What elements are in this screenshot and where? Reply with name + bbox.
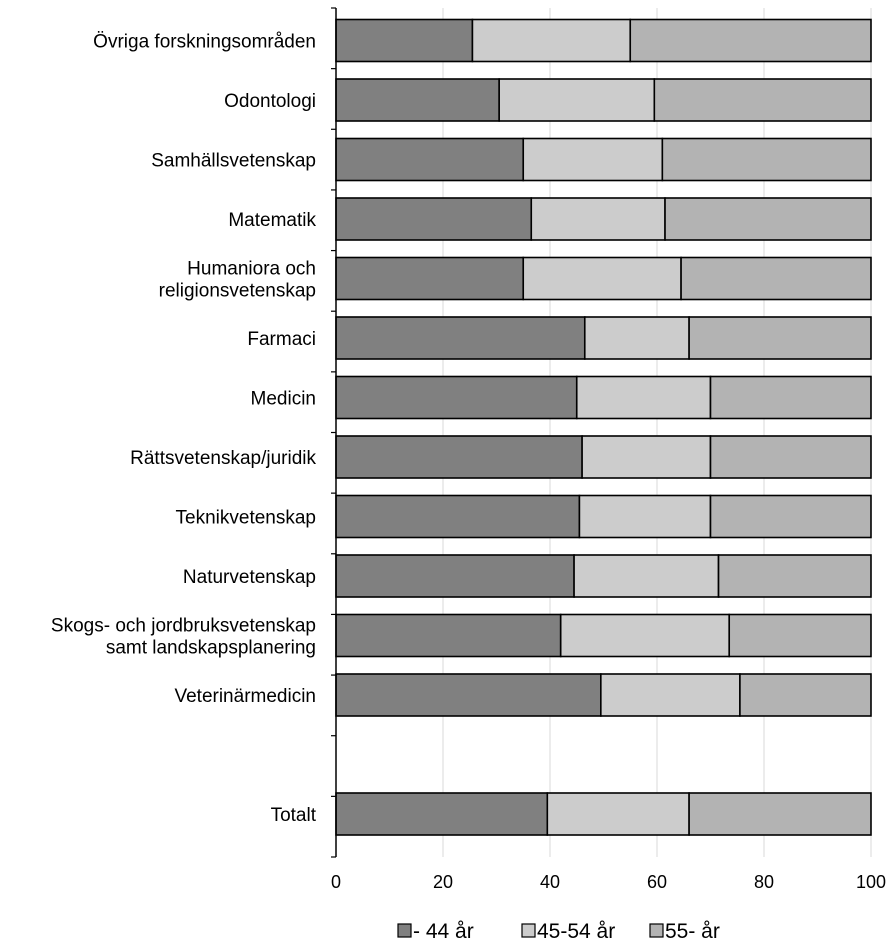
x-tick-label: 80	[754, 872, 774, 892]
bar-segment-1	[336, 555, 574, 597]
bar-segment-2	[523, 139, 662, 181]
axes	[331, 8, 336, 857]
bar-segment-3	[654, 79, 871, 121]
bar-segment-1	[336, 79, 499, 121]
bar-segment-2	[499, 79, 654, 121]
bar-segment-3	[740, 674, 871, 716]
category-label: Matematik	[228, 210, 316, 231]
category-label: Naturvetenskap	[183, 567, 316, 588]
category-label: Humaniora och religionsvetenskap	[159, 259, 316, 302]
category-label: Övriga forskningsområden	[93, 32, 316, 53]
bar-segment-2	[523, 258, 681, 300]
legend-swatch-3	[650, 924, 663, 937]
bars	[336, 20, 871, 836]
bar-segment-3	[719, 555, 871, 597]
bar-segment-2	[472, 20, 630, 62]
bar-segment-2	[574, 555, 718, 597]
bar-segment-3	[711, 496, 872, 538]
bar-segment-1	[336, 139, 523, 181]
bar-segment-1	[336, 198, 531, 240]
x-tick-label: 40	[540, 872, 560, 892]
bar-segment-2	[601, 674, 740, 716]
bar-segment-3	[711, 377, 872, 419]
bar-segment-2	[579, 496, 710, 538]
category-label: Odontologi	[224, 91, 316, 112]
category-label: Farmaci	[247, 329, 316, 350]
x-tick-label: 0	[331, 872, 341, 892]
bar-segment-1	[336, 317, 585, 359]
bar-segment-3	[665, 198, 871, 240]
x-tick-label: 20	[433, 872, 453, 892]
bar-segment-3	[689, 317, 871, 359]
legend-label-1: - 44 år	[413, 920, 474, 943]
category-label: Veterinärmedicin	[174, 686, 316, 707]
bar-segment-1	[336, 674, 601, 716]
legend-swatch-1	[398, 924, 411, 937]
x-tick-label: 100	[856, 872, 886, 892]
category-label: Totalt	[271, 805, 317, 826]
bar-segment-1	[336, 793, 547, 835]
bar-segment-2	[561, 615, 730, 657]
bar-segment-3	[729, 615, 871, 657]
category-label: Teknikvetenskap	[176, 508, 316, 529]
bar-segment-3	[681, 258, 871, 300]
gridlines	[443, 8, 871, 857]
x-tick-label: 60	[647, 872, 667, 892]
legend: - 44 år 45-54 år 55- år	[398, 920, 720, 943]
bar-segment-2	[582, 436, 710, 478]
bar-segment-1	[336, 258, 523, 300]
bar-segment-1	[336, 377, 577, 419]
bar-segment-2	[547, 793, 689, 835]
bar-segment-1	[336, 436, 582, 478]
category-labels: Övriga forskningsområden Odontologi Samhäl…	[51, 32, 317, 827]
bar-segment-2	[531, 198, 665, 240]
bar-segment-1	[336, 496, 579, 538]
bar-segment-1	[336, 20, 472, 62]
category-label: Rättsvetenskap/juridik	[130, 448, 316, 469]
x-tick-labels: 0 20 40 60 80 100	[331, 872, 886, 892]
bar-segment-2	[577, 377, 711, 419]
legend-label-2: 45-54 år	[537, 920, 615, 943]
bar-segment-1	[336, 615, 561, 657]
bar-segment-2	[585, 317, 689, 359]
bar-segment-3	[689, 793, 871, 835]
bar-segment-3	[630, 20, 871, 62]
legend-label-3: 55- år	[665, 920, 720, 943]
bar-segment-3	[711, 436, 872, 478]
category-label: Medicin	[251, 389, 316, 410]
category-label: Samhällsvetenskap	[151, 151, 316, 172]
category-label: Skogs- och jordbruksvetenskap samt landsk…	[51, 616, 316, 659]
bar-segment-3	[662, 139, 871, 181]
legend-swatch-2	[522, 924, 535, 937]
